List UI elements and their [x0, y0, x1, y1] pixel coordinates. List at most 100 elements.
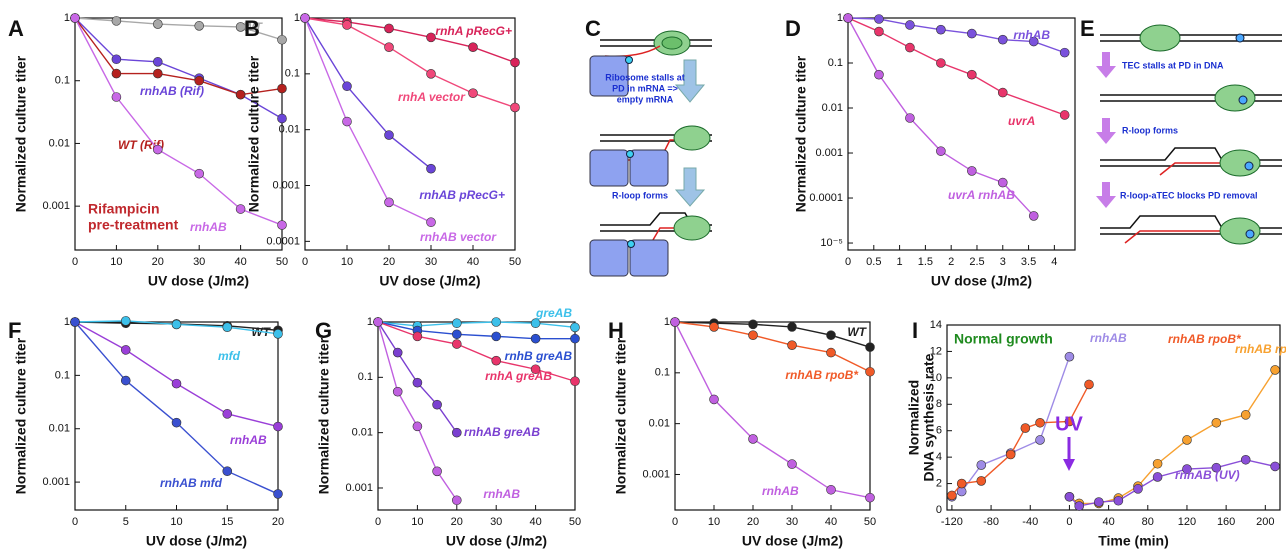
y-tick-label: 1 — [64, 316, 70, 328]
mrna — [604, 45, 661, 58]
plot-frame — [674, 321, 871, 511]
data-point — [194, 75, 204, 86]
data-point — [491, 331, 502, 342]
data-point — [468, 42, 478, 52]
polymerase — [673, 125, 711, 151]
annotation: pre-treatment — [88, 217, 179, 233]
data-point — [843, 13, 853, 23]
x-tick-label: 0 — [672, 516, 678, 528]
y-tick-label: 0.001 — [815, 147, 843, 159]
data-point — [956, 478, 967, 489]
series-line — [74, 17, 283, 96]
y-tick-label: 1 — [367, 316, 373, 328]
series-line — [304, 17, 516, 64]
data-point — [70, 317, 80, 327]
data-point — [1064, 351, 1075, 362]
data-point — [865, 342, 875, 352]
plot-frame — [74, 17, 283, 251]
data-point — [273, 329, 283, 339]
panel-letter: F — [8, 318, 21, 343]
x-axis-label: UV dose (J/m2) — [931, 273, 1032, 289]
series-line — [377, 321, 576, 382]
series-label: rnhA vector — [398, 90, 466, 104]
x-tick-label: 40 — [825, 516, 837, 528]
annotation: Rifampicin — [88, 201, 160, 217]
x-tick-label: 200 — [1256, 516, 1274, 528]
data-point — [111, 68, 122, 79]
y-axis-label: Normalized culture titer — [316, 337, 332, 494]
data-point — [392, 386, 403, 397]
panel-letter: B — [244, 16, 260, 41]
series-label: rnhAB (Rif) — [140, 84, 204, 98]
data-point — [153, 57, 163, 67]
data-point — [787, 322, 797, 332]
series-label: uvrA rnhAB — [948, 188, 1015, 202]
data-point — [120, 345, 131, 355]
series-line — [377, 321, 458, 501]
data-point — [1005, 449, 1016, 460]
y-axis-label: Normalized culture titer — [246, 55, 262, 212]
x-tick-label: 4 — [1051, 256, 1057, 268]
x-tick-label: -40 — [1022, 516, 1038, 528]
data-point — [1084, 379, 1094, 390]
data-point — [426, 217, 436, 228]
diagram-label: TEC stalls at PD in DNA — [1122, 60, 1224, 70]
y-axis-label: Normalized culture titer — [613, 337, 629, 494]
plot-frame — [946, 324, 1281, 511]
data-point — [748, 319, 758, 330]
data-point — [1113, 495, 1124, 506]
data-point — [967, 69, 977, 80]
panel-letter: G — [315, 318, 332, 343]
x-tick-label: 50 — [276, 256, 288, 268]
rloop — [1124, 230, 1236, 244]
series-line — [74, 17, 283, 226]
data-point — [222, 466, 233, 477]
panel-letter: E — [1080, 16, 1095, 41]
series-label: greAB — [535, 306, 572, 320]
data-point — [1240, 454, 1251, 465]
y-axis-label: Normalized culture titer — [793, 55, 809, 212]
x-tick-label: 10 — [110, 256, 122, 268]
lesion — [627, 240, 635, 248]
data-point — [1211, 462, 1222, 473]
x-axis-label: Time (min) — [1098, 533, 1169, 549]
data-point — [373, 317, 383, 327]
data-point — [468, 88, 478, 99]
x-tick-label: 0 — [1066, 516, 1072, 528]
x-tick-label: 20 — [272, 516, 284, 528]
data-point — [1020, 423, 1031, 433]
polymerase-core — [661, 36, 683, 50]
data-point — [905, 42, 915, 53]
y-tick-label: 2 — [936, 477, 942, 489]
data-point — [111, 92, 122, 102]
data-point — [426, 163, 436, 174]
y-tick-label: 0.01 — [279, 124, 300, 136]
data-point — [976, 460, 987, 470]
y-tick-label: 0.0001 — [266, 235, 300, 247]
data-point — [936, 24, 946, 35]
panel-letter: A — [8, 16, 24, 41]
data-point — [748, 434, 758, 444]
polymerase — [1139, 24, 1181, 52]
y-tick-label: 0 — [936, 504, 942, 516]
y-tick-label: 4 — [936, 451, 942, 463]
x-tick-label: 1 — [897, 256, 903, 268]
series-line — [74, 17, 283, 120]
x-tick-label: 20 — [152, 256, 164, 268]
data-point — [171, 378, 182, 389]
ribosome — [589, 239, 629, 277]
data-point — [342, 20, 352, 30]
plot-frame — [847, 17, 1076, 251]
data-point — [1035, 435, 1045, 445]
data-point — [277, 34, 287, 45]
data-point — [384, 23, 394, 34]
y-tick-label: 1 — [64, 12, 70, 24]
data-point — [787, 340, 797, 350]
series-line — [1069, 369, 1276, 505]
data-point — [936, 146, 946, 156]
data-point — [709, 322, 719, 332]
series-line — [674, 321, 871, 373]
y-axis-label: Normalized culture titer — [13, 55, 29, 212]
x-axis-label: UV dose (J/m2) — [148, 273, 249, 289]
